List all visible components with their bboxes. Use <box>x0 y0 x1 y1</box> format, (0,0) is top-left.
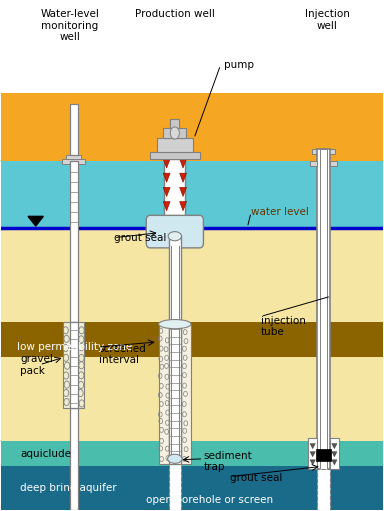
Bar <box>150 152 200 159</box>
Bar <box>70 161 78 321</box>
Bar <box>169 236 180 461</box>
Text: Water-level
monitoring
well: Water-level monitoring well <box>41 9 99 42</box>
Polygon shape <box>180 173 187 182</box>
Polygon shape <box>163 202 170 211</box>
Polygon shape <box>332 444 337 449</box>
Ellipse shape <box>159 319 191 329</box>
Bar <box>164 159 185 230</box>
Text: screened
interval: screened interval <box>99 344 146 365</box>
Polygon shape <box>163 173 170 182</box>
Polygon shape <box>180 159 187 168</box>
Bar <box>159 324 191 464</box>
Bar <box>2 441 382 467</box>
Text: grout seal: grout seal <box>230 473 283 483</box>
Bar <box>62 159 85 164</box>
Polygon shape <box>180 188 187 197</box>
Bar <box>316 449 331 461</box>
Bar <box>66 155 81 159</box>
Bar <box>2 227 382 321</box>
Text: grout seal: grout seal <box>114 233 166 243</box>
Polygon shape <box>332 452 337 457</box>
Bar <box>169 324 180 464</box>
Text: deep brine aquifer: deep brine aquifer <box>20 483 117 493</box>
Bar <box>330 161 337 166</box>
Text: water level: water level <box>251 207 309 217</box>
Bar <box>2 357 382 441</box>
Ellipse shape <box>168 231 182 241</box>
Bar <box>157 138 193 152</box>
Bar <box>308 438 317 469</box>
Bar <box>310 161 317 166</box>
Polygon shape <box>180 202 187 211</box>
Text: gravel
pack: gravel pack <box>20 354 53 376</box>
Bar <box>70 321 78 408</box>
Text: sediment
trap: sediment trap <box>204 451 252 472</box>
Bar <box>317 469 330 509</box>
Bar <box>169 464 180 509</box>
Ellipse shape <box>167 454 182 463</box>
Polygon shape <box>310 444 315 449</box>
Polygon shape <box>163 216 170 225</box>
Polygon shape <box>332 460 337 465</box>
Bar <box>2 161 382 227</box>
Polygon shape <box>310 460 315 465</box>
Bar <box>2 467 382 509</box>
Polygon shape <box>310 452 315 457</box>
FancyBboxPatch shape <box>146 215 204 248</box>
Polygon shape <box>163 159 170 168</box>
Bar <box>2 93 382 161</box>
Polygon shape <box>28 216 43 226</box>
Polygon shape <box>180 216 187 225</box>
Circle shape <box>170 127 179 139</box>
Polygon shape <box>163 188 170 197</box>
Bar <box>317 149 330 469</box>
Bar <box>70 104 78 155</box>
Text: Production well: Production well <box>135 9 215 19</box>
Text: aquiclude: aquiclude <box>20 449 71 459</box>
Bar <box>63 321 84 408</box>
Bar <box>312 149 335 154</box>
Bar <box>2 321 382 357</box>
Text: pump: pump <box>224 60 255 70</box>
Bar <box>330 438 339 469</box>
Text: injection
tube: injection tube <box>261 316 306 337</box>
Bar <box>320 149 327 469</box>
Text: low permeability zone: low permeability zone <box>17 342 132 352</box>
Text: Injection
well: Injection well <box>305 9 350 31</box>
Bar <box>70 408 78 509</box>
Text: open borehole or screen: open borehole or screen <box>146 496 273 505</box>
Bar <box>170 119 179 128</box>
Bar <box>164 128 186 138</box>
